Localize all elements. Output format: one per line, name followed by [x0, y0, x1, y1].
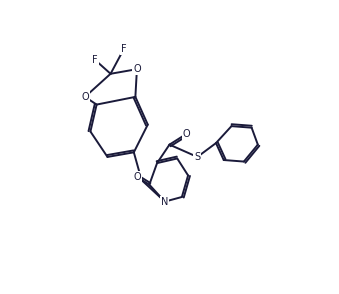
Text: F: F — [92, 55, 98, 65]
Text: N: N — [161, 197, 168, 207]
Text: S: S — [194, 152, 200, 162]
Text: O: O — [133, 64, 141, 74]
Text: F: F — [121, 44, 126, 54]
Text: O: O — [183, 129, 190, 139]
Text: O: O — [133, 172, 141, 182]
Text: O: O — [81, 92, 89, 102]
